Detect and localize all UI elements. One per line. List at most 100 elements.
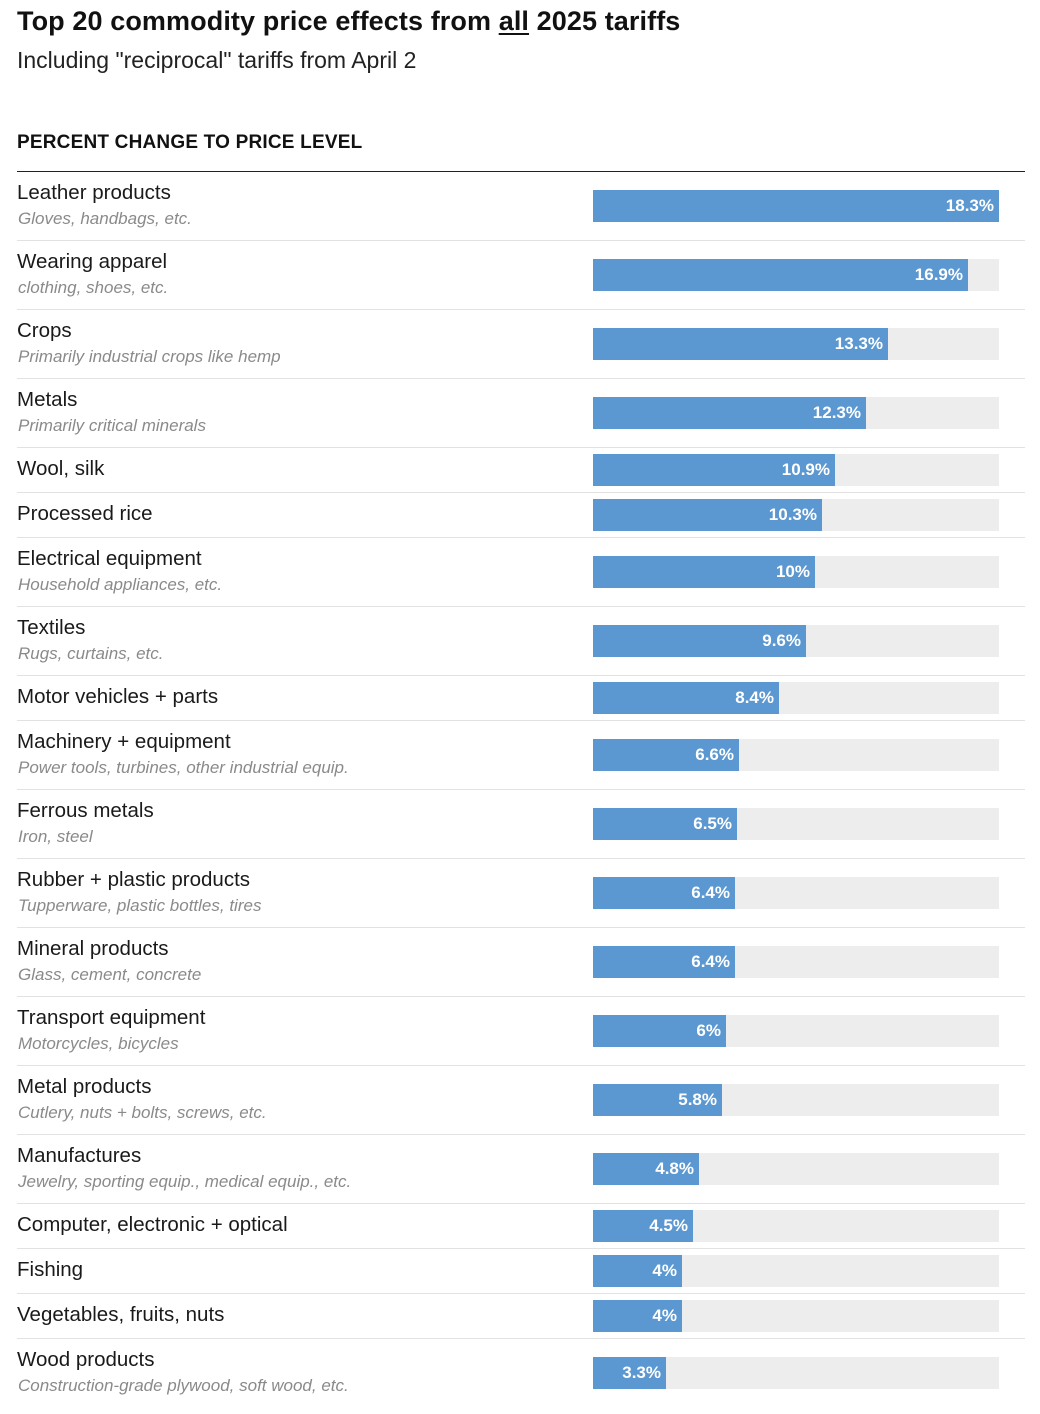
bar-row: Ferrous metals Iron, steel 6.5% (17, 790, 1025, 859)
bar-label: Textiles (17, 616, 86, 639)
bar: 5.8% (593, 1084, 722, 1116)
bar-chart: Leather products Gloves, handbags, etc. 18… (17, 172, 1025, 1408)
bar-track: 4% (593, 1300, 999, 1332)
bar-value-label: 6.4% (691, 883, 730, 902)
bar: 4.5% (593, 1210, 693, 1242)
bar-track: 8.4% (593, 682, 999, 714)
bar-track: 6.4% (593, 877, 999, 909)
bar-value-label: 4.5% (649, 1216, 688, 1235)
bar-value-label: 4% (652, 1261, 677, 1280)
bar: 6.6% (593, 739, 739, 771)
bar-description: Gloves, handbags, etc. (18, 209, 192, 228)
bar-label: Ferrous metals (17, 799, 154, 822)
bar: 6.4% (593, 946, 735, 978)
bar-description: Iron, steel (18, 827, 93, 846)
bar-label: Processed rice (17, 502, 153, 525)
bar-row: Metals Primarily critical minerals 12.3% (17, 379, 1025, 448)
bar-value-label: 9.6% (762, 631, 801, 650)
bar-row: Electrical equipment Household appliances… (17, 538, 1025, 607)
bar-row: Wool, silk 10.9% (17, 448, 1025, 493)
bar-value-label: 8.4% (735, 688, 774, 707)
bar-track: 10.3% (593, 499, 999, 531)
bar-row: Leather products Gloves, handbags, etc. 18… (17, 172, 1025, 241)
bar-label: Crops (17, 319, 72, 342)
bar-track: 18.3% (593, 190, 999, 222)
bar-track: 10.9% (593, 454, 999, 486)
bar-value-label: 6.4% (691, 952, 730, 971)
bar-track: 12.3% (593, 397, 999, 429)
bar-track: 10% (593, 556, 999, 588)
bar-label: Manufactures (17, 1144, 142, 1167)
bar-value-label: 13.3% (834, 334, 883, 353)
bar-label: Wearing apparel (17, 250, 168, 273)
bar: 16.9% (593, 259, 968, 291)
bar-label: Wood products (17, 1348, 155, 1371)
bar-row: Machinery + equipment Power tools, turbin… (17, 721, 1025, 790)
bar-label: Vegetables, fruits, nuts (17, 1303, 225, 1326)
bar-track: 5.8% (593, 1084, 999, 1116)
bar-label: Computer, electronic + optical (17, 1213, 288, 1236)
bar: 10% (593, 556, 815, 588)
bar-row: Processed rice 10.3% (17, 493, 1025, 538)
bar: 8.4% (593, 682, 779, 714)
bar-track: 4.5% (593, 1210, 999, 1242)
bar-row: Metal products Cutlery, nuts + bolts, scr… (17, 1066, 1025, 1135)
bar: 10.3% (593, 499, 822, 531)
bar-value-label: 3.3% (622, 1363, 661, 1382)
bar-description: Construction-grade plywood, soft wood, e… (18, 1376, 349, 1395)
bar-value-label: 10% (775, 562, 810, 581)
bar-row: Motor vehicles + parts 8.4% (17, 676, 1025, 721)
bar-label: Transport equipment (17, 1006, 206, 1029)
bar: 4% (593, 1300, 682, 1332)
bar: 4% (593, 1255, 682, 1287)
bar: 18.3% (593, 190, 999, 222)
bar-label: Metal products (17, 1075, 152, 1098)
bar-row: Transport equipment Motorcycles, bicycles… (17, 997, 1025, 1066)
chart-subtitle: Including "reciprocal" tariffs from Apri… (17, 47, 417, 73)
bar-value-label: 10.9% (781, 460, 830, 479)
bar-track: 16.9% (593, 259, 999, 291)
bar-value-label: 10.3% (768, 505, 817, 524)
bar-track: 3.3% (593, 1357, 999, 1389)
bar-label: Wool, silk (17, 457, 105, 480)
bar-value-label: 16.9% (914, 265, 963, 284)
bar-track: 4.8% (593, 1153, 999, 1185)
bar-description: Primarily critical minerals (18, 416, 206, 435)
bar: 10.9% (593, 454, 835, 486)
bar-value-label: 12.3% (812, 403, 861, 422)
bar-description: Rugs, curtains, etc. (18, 644, 164, 663)
bar-description: Primarily industrial crops like hemp (18, 347, 281, 366)
bar-description: Tupperware, plastic bottles, tires (18, 896, 262, 915)
bar-label: Fishing (17, 1258, 84, 1281)
bar-row: Textiles Rugs, curtains, etc. 9.6% (17, 607, 1025, 676)
bar-row: Vegetables, fruits, nuts 4% (17, 1294, 1025, 1339)
bar-description: Motorcycles, bicycles (18, 1034, 179, 1053)
bar-track: 6.6% (593, 739, 999, 771)
bar: 9.6% (593, 625, 806, 657)
bar: 4.8% (593, 1153, 699, 1185)
bar-description: Cutlery, nuts + bolts, screws, etc. (18, 1103, 267, 1122)
bar-row: Wood products Construction-grade plywood,… (17, 1339, 1025, 1408)
bar-row: Fishing 4% (17, 1249, 1025, 1294)
bar-row: Computer, electronic + optical 4.5% (17, 1204, 1025, 1249)
column-header: PERCENT CHANGE TO PRICE LEVEL (17, 132, 363, 153)
bar-label: Machinery + equipment (17, 730, 231, 753)
bar-description: Household appliances, etc. (18, 575, 223, 594)
bar-description: Jewelry, sporting equip., medical equip.… (18, 1172, 352, 1191)
bar: 6.5% (593, 808, 737, 840)
bar: 6% (593, 1015, 726, 1047)
bar-label: Metals (17, 388, 78, 411)
bar-value-label: 18.3% (945, 196, 994, 215)
bar-row: Crops Primarily industrial crops like hem… (17, 310, 1025, 379)
bar: 12.3% (593, 397, 866, 429)
bar: 6.4% (593, 877, 735, 909)
bar-track: 6% (593, 1015, 999, 1047)
bar-row: Mineral products Glass, cement, concrete 6… (17, 928, 1025, 997)
chart-title: Top 20 commodity price effects from all … (17, 6, 680, 37)
bar-value-label: 5.8% (678, 1090, 717, 1109)
bar-label: Rubber + plastic products (17, 868, 251, 891)
bar-row: Rubber + plastic products Tupperware, pla… (17, 859, 1025, 928)
title-prefix: Top 20 commodity price effects from (17, 6, 499, 36)
bar-track: 6.4% (593, 946, 999, 978)
bar-row: Wearing apparel clothing, shoes, etc. 16.9… (17, 241, 1025, 310)
